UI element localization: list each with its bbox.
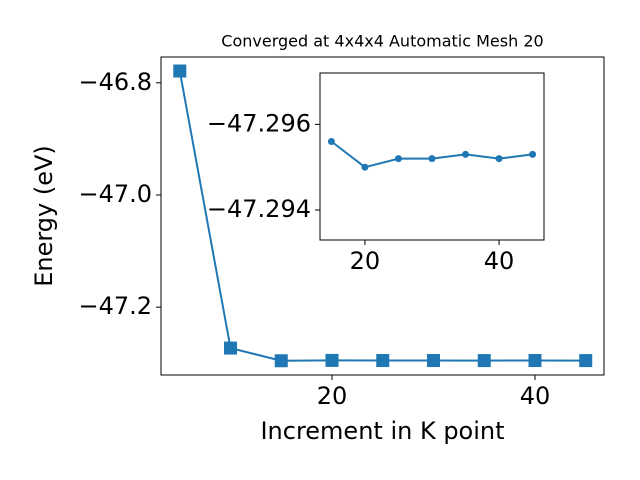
y-tick-label: −47.296: [207, 109, 311, 137]
marker: [376, 354, 390, 368]
marker: [477, 354, 491, 368]
x-tick-label: 20: [317, 382, 348, 410]
y-tick-label: −47.0: [78, 180, 152, 208]
marker: [394, 155, 402, 163]
marker: [325, 353, 339, 367]
y-tick-label: −47.294: [207, 195, 311, 223]
marker: [274, 354, 288, 368]
chart-title: Converged at 4x4x4 Automatic Mesh 20: [221, 32, 543, 51]
marker: [462, 150, 470, 158]
marker: [428, 155, 436, 163]
marker: [361, 163, 369, 171]
marker: [529, 150, 537, 158]
y-tick-label: −47.2: [78, 292, 152, 320]
x-tick-label: 20: [350, 247, 381, 275]
x-tick-label: 40: [484, 247, 515, 275]
marker: [426, 354, 440, 368]
x-axis-label: Increment in K point: [260, 417, 504, 445]
y-tick-label: −46.8: [78, 68, 152, 96]
marker: [327, 138, 335, 146]
y-axis-label: Energy (eV): [30, 145, 58, 287]
x-tick-label: 40: [520, 382, 551, 410]
marker: [528, 354, 542, 368]
marker: [224, 341, 238, 355]
marker: [495, 155, 503, 163]
marker: [579, 354, 593, 368]
marker: [173, 64, 187, 78]
